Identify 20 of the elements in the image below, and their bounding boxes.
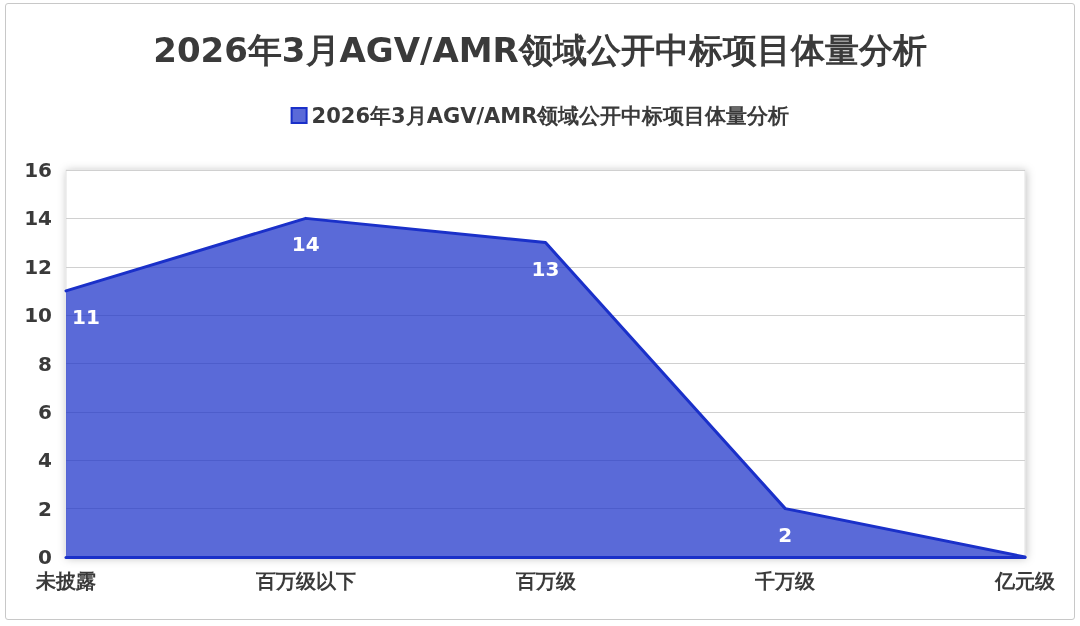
y-tick-label: 4 [38,448,52,473]
data-label: 13 [531,256,560,281]
data-label: 11 [71,304,100,329]
data-label: 2 [778,522,793,547]
y-tick-label: 0 [38,545,52,569]
y-tick-label: 2 [38,496,52,521]
x-tick-label: 百万级 [514,569,577,593]
x-tick-label: 亿元级 [994,569,1056,593]
y-tick-label: 12 [24,254,52,279]
data-label: 14 [291,232,320,257]
chart-title: 2026年3月AGV/AMR领域公开中标项目体量分析 [153,30,927,70]
y-tick-label: 6 [38,399,52,424]
x-tick-label: 百万级以下 [254,569,356,593]
y-tick-label: 16 [24,158,52,182]
x-tick-label: 千万级 [754,569,817,593]
y-tick-label: 8 [38,351,52,376]
y-tick-label: 10 [24,303,52,328]
y-tick-label: 14 [24,206,52,231]
legend-label: 2026年3月AGV/AMR领域公开中标项目体量分析 [311,103,790,128]
x-tick-label: 未披露 [35,569,96,593]
